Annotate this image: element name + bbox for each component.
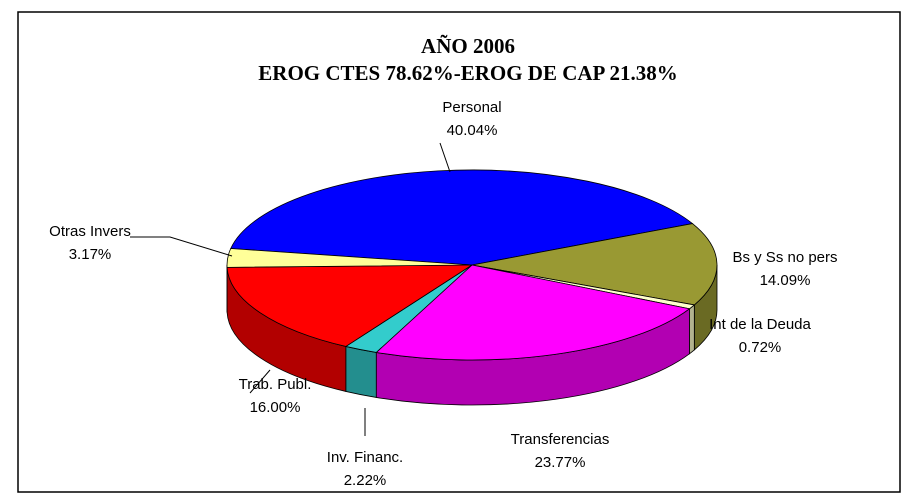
slice-label: Bs y Ss no pers (732, 249, 837, 266)
chart-title: AÑO 2006 (421, 34, 515, 58)
value-label: 0.72% (739, 339, 782, 356)
leader-line (130, 236, 233, 257)
value-label: 3.17% (69, 246, 112, 263)
slice-side-shade (227, 267, 346, 392)
chart-subtitle: EROG CTES 78.62%-EROG DE CAP 21.38% (258, 61, 677, 85)
value-label: 23.77% (535, 454, 586, 471)
slice-label: Transferencias (511, 431, 610, 448)
slice-side-shade (376, 308, 690, 406)
leader-line (249, 369, 271, 394)
slice (226, 264, 474, 347)
slice (226, 248, 473, 268)
slice (230, 169, 694, 266)
value-label: 2.22% (344, 472, 387, 489)
value-label: 16.00% (250, 399, 301, 416)
slice-label: Trab. Publ. (239, 376, 312, 393)
slice (375, 264, 691, 361)
slice-label: Int de la Deuda (709, 316, 811, 333)
slice (471, 223, 718, 306)
slice-label: Personal (442, 99, 501, 116)
slice-side-shade (345, 346, 377, 398)
value-label: 40.04% (447, 122, 498, 139)
value-label: 14.09% (760, 272, 811, 289)
slice-label: Otras Invers (49, 223, 131, 240)
slice-side-shade (689, 304, 695, 354)
leader-line (439, 142, 451, 173)
slice-label: Inv. Financ. (327, 449, 403, 466)
